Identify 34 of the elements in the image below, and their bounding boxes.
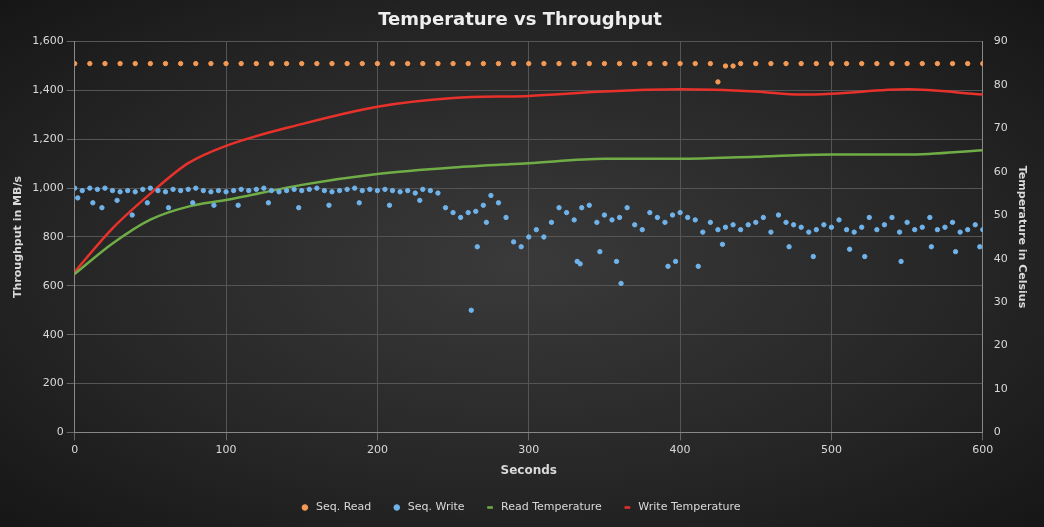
legend-label: Seq. Read (315, 500, 372, 514)
y2-tick-label: 10 (993, 381, 1008, 395)
x-tick-label: 600 (972, 442, 994, 456)
legend-label: Seq. Write (407, 500, 465, 514)
chart-title: Temperature vs Throughput (378, 8, 663, 30)
x-tick-label: 100 (215, 442, 237, 456)
y-tick-label: 1,400 (32, 83, 64, 97)
x-tick-label: 500 (820, 442, 842, 456)
y-tick-label: 400 (42, 327, 64, 341)
x-tick-label: 200 (366, 442, 388, 456)
x-tick-label: 0 (71, 442, 79, 456)
y2-tick-label: 80 (993, 77, 1008, 91)
y2-tick-label: 50 (993, 208, 1008, 222)
legend-label: Write Temperature (638, 500, 741, 514)
y2-tick-label: 60 (993, 164, 1008, 178)
legend-label: Read Temperature (501, 500, 603, 514)
y2-tick-label: 30 (993, 294, 1008, 308)
y2-axis-title: Temperature in Celsius (1015, 165, 1029, 309)
y2-tick-label: 20 (993, 338, 1008, 352)
y-tick-label: 0 (56, 425, 64, 439)
y2-tick-label: 90 (993, 34, 1008, 48)
x-axis-title: Seconds (500, 462, 557, 477)
x-tick-label: 400 (669, 442, 691, 456)
y-tick-label: 200 (42, 376, 64, 390)
y-tick-label: 1,200 (32, 132, 64, 146)
y-tick-label: 1,600 (32, 34, 64, 48)
y-tick-label: 1,000 (32, 181, 64, 195)
x-tick-label: 300 (518, 442, 540, 456)
y-tick-label: 800 (42, 229, 64, 243)
y2-tick-label: 0 (993, 425, 1001, 439)
y-axis-title: Throughput in MB/s (11, 175, 25, 298)
y-tick-label: 600 (42, 278, 64, 292)
y2-tick-label: 70 (993, 121, 1008, 135)
y2-tick-label: 40 (993, 251, 1008, 265)
